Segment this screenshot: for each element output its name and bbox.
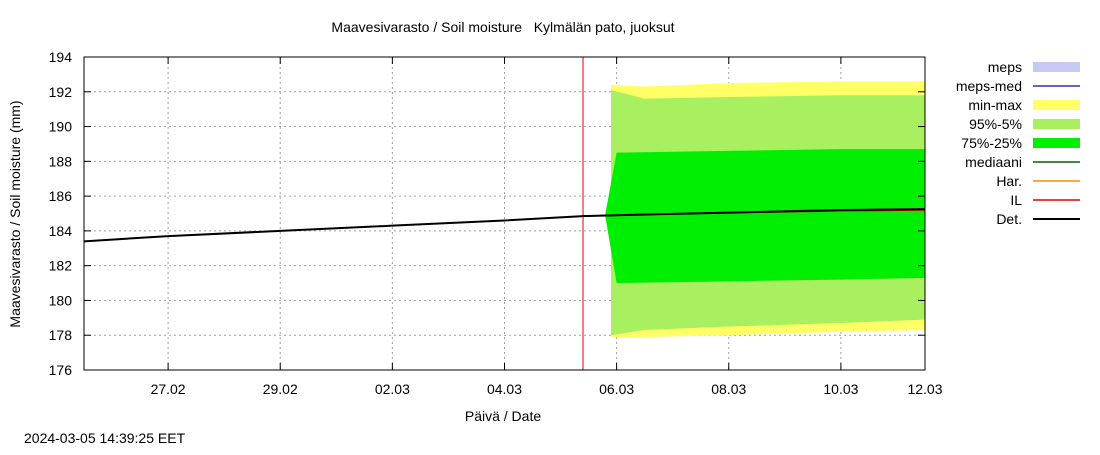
legend-label: IL [1010, 192, 1022, 208]
legend-label: meps-med [956, 78, 1022, 94]
series-line-det- [83, 208, 926, 243]
x-tick-label: 27.02 [151, 381, 186, 397]
x-axis-label: Päivä / Date [465, 408, 541, 424]
y-tick-label: 182 [49, 258, 73, 274]
x-tick-label: 06.03 [599, 381, 634, 397]
y-tick-label: 188 [49, 153, 73, 169]
y-tick-label: 176 [49, 362, 73, 378]
x-tick-label: 12.03 [907, 381, 942, 397]
y-tick-label: 184 [49, 223, 73, 239]
legend-swatch [1033, 62, 1080, 72]
legend-label: mediaani [965, 154, 1022, 170]
legend-swatch [1033, 100, 1080, 110]
legend-label: meps [988, 59, 1022, 75]
legend-label: min-max [968, 97, 1022, 113]
legend-label: 75%-25% [961, 135, 1022, 151]
legend-label: 95%-5% [969, 116, 1022, 132]
y-tick-label: 190 [49, 119, 73, 135]
legend-swatch [1033, 119, 1080, 129]
y-tick-label: 180 [49, 292, 73, 308]
y-tick-label: 178 [49, 327, 73, 343]
chart-title: Maavesivarasto / Soil moisture Kylmälän … [331, 19, 674, 35]
y-axis-label: Maavesivarasto / Soil moisture (mm) [7, 100, 23, 327]
legend-label: Har. [996, 173, 1022, 189]
y-tick-label: 186 [49, 188, 73, 204]
legend-label: Det. [996, 211, 1022, 227]
x-tick-label: 10.03 [823, 381, 858, 397]
legend-swatch [1033, 138, 1080, 148]
x-tick-label: 04.03 [487, 381, 522, 397]
legend: meps meps-med min-max 95%-5% 75%-25% mediaani… [956, 59, 1080, 227]
x-tick-label: 02.03 [375, 381, 410, 397]
y-tick-label: 194 [49, 49, 73, 65]
band-75-25- [605, 149, 925, 284]
timestamp-label: 2024-03-05 14:39:25 EET [24, 430, 186, 446]
y-tick-label: 192 [49, 84, 73, 100]
x-tick-label: 29.02 [263, 381, 298, 397]
x-tick-label: 08.03 [711, 381, 746, 397]
plot-area: 176 178 180 182 184 186 188 190 192 194 27.02 29.02… [49, 49, 943, 397]
